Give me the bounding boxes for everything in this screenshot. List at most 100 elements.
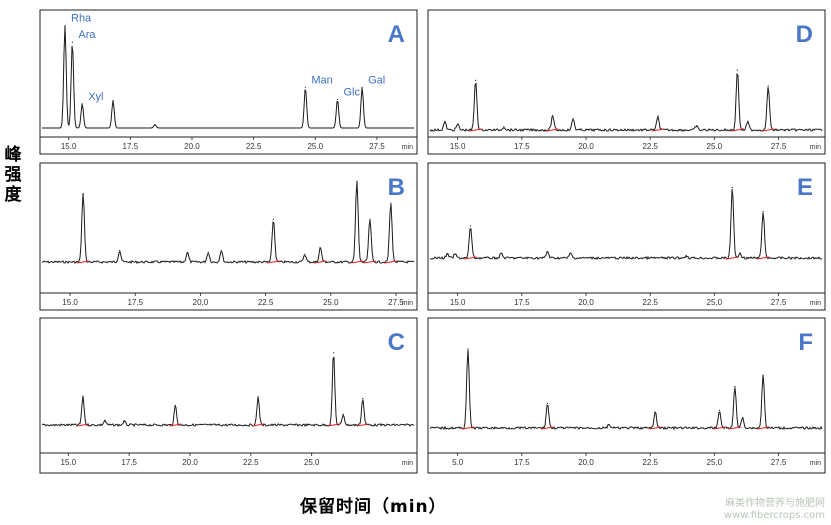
panel-letter: C (388, 329, 405, 356)
peak-marker (739, 252, 741, 254)
peak-marker (123, 420, 125, 423)
integration-baseline (756, 256, 770, 260)
panel-frame (427, 9, 826, 155)
peak-marker (457, 123, 459, 125)
watermark-line1: 麻类作物营养与施肥网 (725, 498, 825, 509)
integration-baseline (313, 260, 327, 264)
peak-marker (220, 250, 222, 252)
peak-marker (319, 247, 321, 249)
panel-letter: B (388, 174, 405, 201)
x-tick-label: 15.0 (62, 298, 78, 307)
chromatogram-trace (429, 349, 823, 431)
panel-frame (427, 162, 826, 311)
y-axis-title: 峰强度 (4, 145, 22, 205)
peak-marker (82, 396, 84, 398)
integration-baseline (461, 426, 475, 430)
peak-marker (695, 125, 698, 127)
integration-baseline (712, 426, 726, 430)
peak-marker (731, 187, 733, 189)
x-tick-label: 15.0 (450, 142, 466, 151)
integration-baseline (546, 128, 560, 132)
x-tick-label: 27.5 (771, 142, 787, 151)
x-tick-label: 20.0 (184, 142, 200, 151)
integration-baseline (327, 423, 340, 427)
peak-marker (570, 252, 572, 254)
peak-marker (71, 41, 73, 43)
x-tick-label: 17.5 (123, 142, 139, 151)
peak-marker (654, 411, 656, 413)
integration-baseline (76, 260, 90, 264)
peak-marker (390, 202, 392, 204)
integration-baseline (464, 256, 477, 260)
panel-frame (427, 317, 826, 474)
peak-marker (467, 348, 469, 350)
integration-baseline (469, 128, 483, 132)
peak-marker (736, 69, 739, 71)
peak-marker (336, 98, 339, 100)
integration-baseline (728, 426, 742, 430)
panel-letter: A (388, 21, 405, 48)
peak-marker (333, 352, 335, 354)
x-tick-label: 25.0 (307, 142, 323, 151)
integration-baseline (363, 260, 377, 264)
integration-baseline (730, 128, 744, 132)
peak-label: Ara (78, 29, 96, 41)
integration-baseline (648, 426, 662, 430)
peak-marker (503, 126, 505, 128)
integration-baseline (761, 128, 775, 132)
peak-marker (718, 409, 721, 411)
peak-marker (742, 416, 744, 418)
peak-marker (572, 118, 574, 120)
x-unit-label: min (810, 144, 821, 151)
x-tick-label: 15.0 (61, 458, 77, 467)
x-tick-label: 15.0 (450, 298, 466, 307)
x-tick-label: 20.0 (182, 458, 198, 467)
peak-marker (762, 374, 764, 376)
peak-marker (446, 253, 448, 255)
peak-marker (257, 396, 259, 398)
peak-marker (154, 124, 156, 126)
integration-baseline (169, 423, 182, 427)
x-tick-label: 25.0 (707, 142, 723, 151)
peak-marker (82, 193, 84, 195)
peak-marker (500, 252, 502, 254)
panel-letter: E (797, 174, 813, 201)
watermark: 麻类作物营养与施肥网 www.fibercrops.com (724, 498, 825, 522)
panel-frame (39, 162, 418, 311)
peak-label: Glc (344, 86, 361, 98)
peak-marker (174, 405, 176, 407)
integration-baseline (651, 128, 665, 132)
x-tick-label: 22.5 (243, 458, 259, 467)
peak-marker (552, 115, 554, 117)
watermark-line2: www.fibercrops.com (723, 510, 825, 521)
chromatogram-trace (42, 25, 414, 129)
integration-baseline (76, 423, 90, 427)
peak-marker (119, 250, 121, 252)
panel-C: 15.0 17.5 20.0 22.5 25.0 min C (39, 317, 418, 474)
x-tick-label: 27.5 (771, 298, 787, 307)
peak-marker (469, 225, 472, 227)
peak-marker (64, 25, 66, 27)
x-tick-label: 15.0 (61, 142, 77, 151)
integration-baseline (350, 260, 364, 264)
x-tick-label: 20.0 (578, 458, 594, 467)
peak-marker (356, 180, 358, 182)
x-unit-label: min (402, 460, 413, 467)
x-unit-label: min (810, 460, 821, 467)
peak-marker (685, 255, 687, 257)
integration-baseline (384, 260, 398, 264)
x-tick-label: 27.5 (388, 298, 404, 307)
chromatogram-trace (41, 181, 415, 265)
peak-marker (104, 420, 106, 422)
peak-marker (342, 413, 344, 415)
peak-marker (546, 251, 549, 253)
peak-marker (272, 218, 274, 220)
x-tick-label: 20.0 (193, 298, 209, 307)
x-tick-label: 17.5 (127, 298, 143, 307)
peak-marker (747, 121, 749, 123)
x-tick-label: 17.5 (121, 458, 137, 467)
peak-marker (762, 211, 764, 213)
peak-marker (767, 85, 769, 87)
x-tick-label: 17.5 (514, 458, 530, 467)
